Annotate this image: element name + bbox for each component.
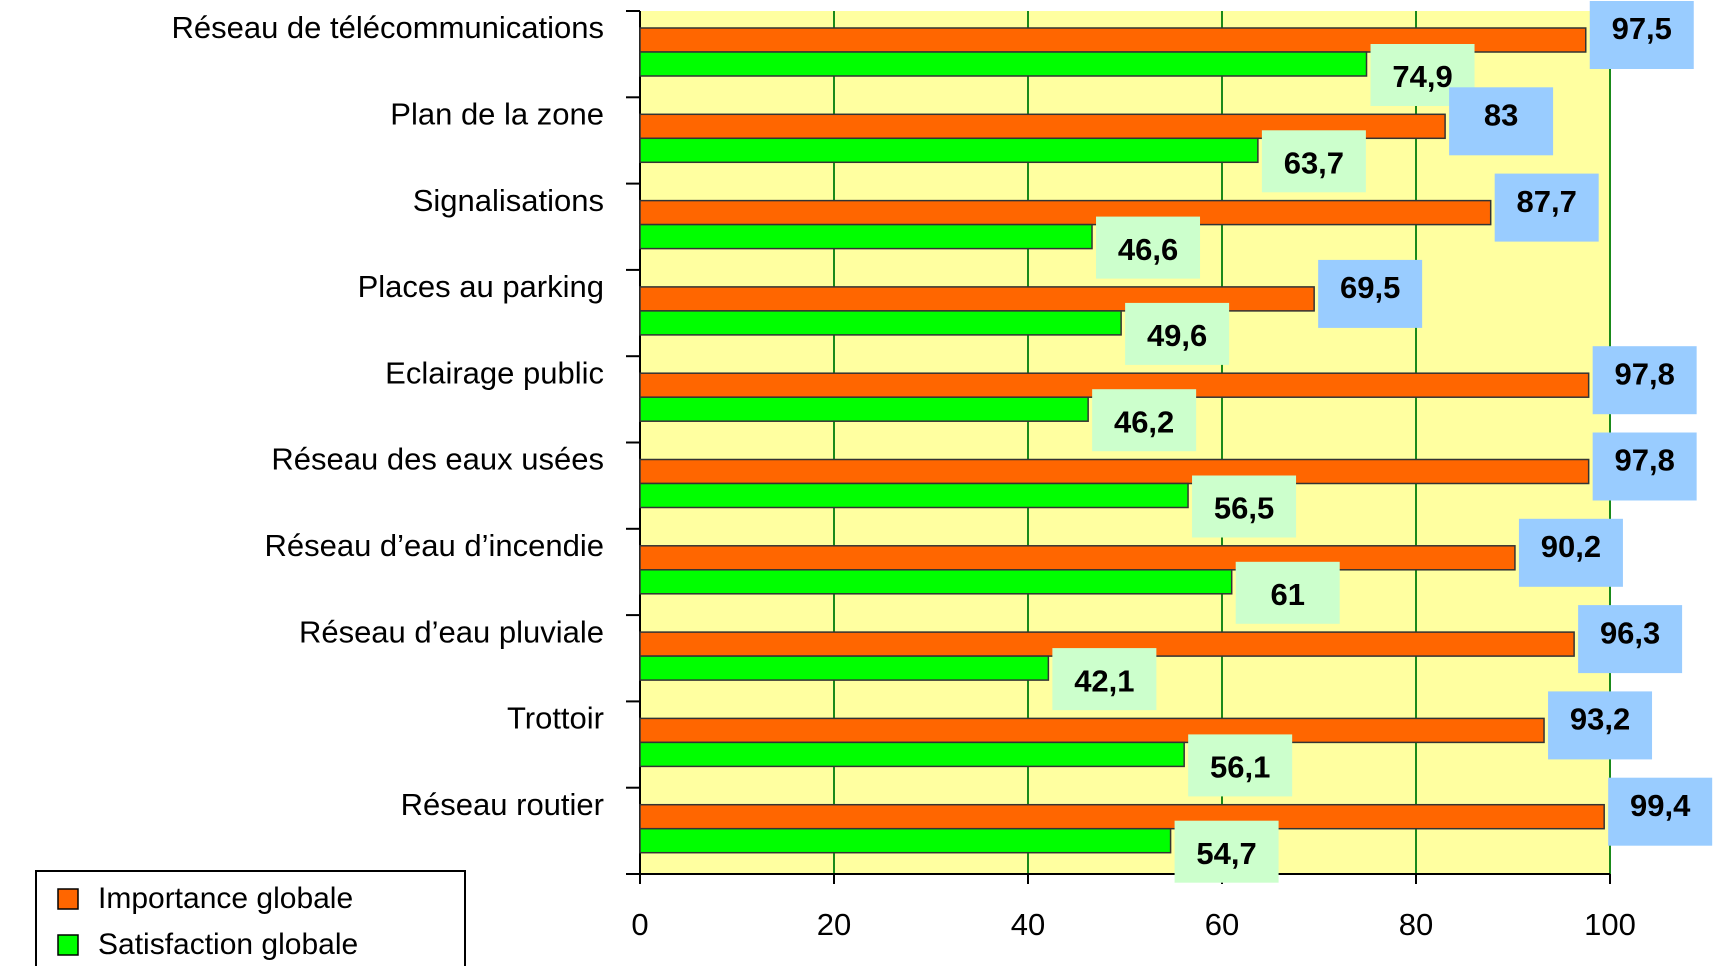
value-label-box [1092,389,1197,452]
category-label: Réseau des eaux usées [271,442,604,477]
value-label: 42,1 [1074,663,1134,698]
bar [639,27,1587,53]
value-label: 56,1 [1210,750,1270,785]
category-label: Signalisations [413,183,604,218]
bar [639,545,1516,571]
value-label: 46,6 [1118,232,1178,267]
value-label: 46,2 [1114,404,1174,439]
value-label-box [1589,1,1694,69]
x-tick-label: 0 [631,907,648,942]
value-label-box [1449,87,1554,156]
value-label: 97,8 [1614,443,1674,478]
category-label: Trottoir [507,701,604,736]
value-label: 69,5 [1340,270,1400,305]
value-label: 63,7 [1284,145,1344,180]
value-label-box [1125,302,1230,365]
value-label-box [1235,561,1340,624]
value-label-box [1592,346,1697,415]
legend: Importance globale Satisfaction globale [35,870,466,966]
bar [639,396,1089,422]
x-tick-label: 100 [1584,907,1636,942]
bar [639,741,1185,768]
value-label: 93,2 [1570,702,1630,737]
value-label-box [1592,432,1697,501]
value-label: 87,7 [1517,184,1577,219]
value-label: 49,6 [1147,318,1207,353]
bar [639,717,1545,744]
value-label-box [1174,820,1279,883]
value-label: 97,5 [1612,11,1672,46]
value-label-box [1494,173,1599,242]
value-label-box [1578,605,1683,674]
value-label-box [1548,691,1653,760]
legend-label: Importance globale [98,882,353,915]
value-label: 97,8 [1614,356,1674,391]
legend-swatch [57,888,79,910]
value-label: 61 [1270,577,1304,612]
bar [639,803,1605,830]
value-label-box [1192,475,1297,538]
bar [639,137,1259,164]
value-label-box [1188,734,1293,797]
category-label: Réseau de télécommunications [171,10,604,45]
value-label-box [1052,648,1157,711]
legend-label: Satisfaction globale [98,928,358,961]
category-label: Plan de la zone [390,96,604,131]
bar [639,223,1093,250]
bar [639,199,1492,226]
bar [639,51,1368,77]
value-label: 54,7 [1196,836,1256,871]
bar [639,310,1122,336]
x-tick-label: 60 [1205,907,1239,942]
value-label: 96,3 [1600,615,1660,650]
value-label-box [1608,777,1713,846]
category-label: Réseau routier [401,787,604,822]
bar [639,655,1050,681]
x-tick-label: 40 [1011,907,1045,942]
value-label-box [1261,130,1366,193]
value-label: 74,9 [1392,59,1452,94]
value-label-box [1318,259,1423,328]
value-label: 56,5 [1214,491,1274,526]
x-tick-label: 80 [1399,907,1433,942]
value-label: 83 [1484,97,1518,132]
category-label: Réseau d’eau d’incendie [264,528,604,563]
bar [639,458,1590,485]
category-label: Eclairage public [385,355,604,390]
x-tick-label: 20 [817,907,851,942]
category-label: Réseau d’eau pluviale [299,614,604,649]
category-label: Places au parking [358,269,604,304]
value-label: 90,2 [1541,529,1601,564]
bar [639,482,1189,509]
bar [639,827,1172,854]
legend-box [35,870,466,966]
value-label-box [1096,216,1201,279]
value-label: 99,4 [1630,788,1691,823]
bar [639,569,1233,595]
legend-swatch [57,934,79,956]
value-label-box [1518,518,1623,587]
